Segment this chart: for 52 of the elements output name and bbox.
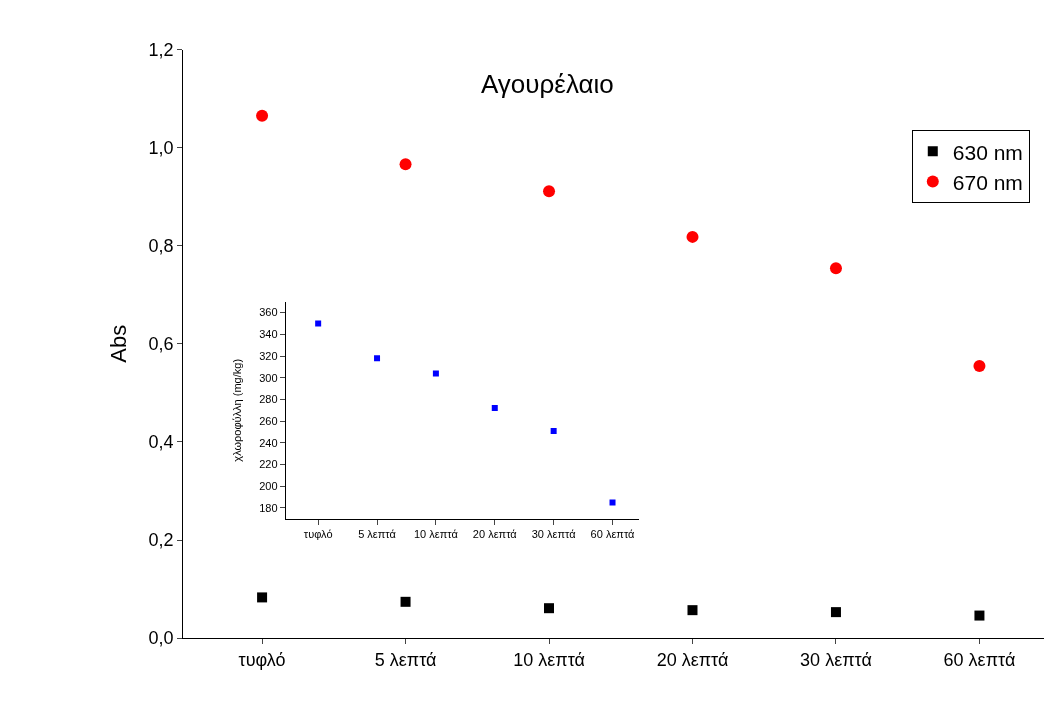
point xyxy=(257,592,268,603)
x-tick-label: 60 λεπτά xyxy=(943,649,1016,670)
y-tick-label: 220 xyxy=(259,458,278,471)
point xyxy=(830,607,841,618)
y-tick-label: 300 xyxy=(259,371,278,384)
x-tick-label: 30 λεπτά xyxy=(531,527,577,540)
x-tick-label: 5 λεπτά xyxy=(374,649,437,670)
point xyxy=(543,185,556,198)
x-tick-label: 10 λεπτά xyxy=(513,649,585,670)
y-tick-label: 340 xyxy=(259,328,278,341)
y-tick-label: 0,8 xyxy=(148,236,174,257)
y-tick-label: 1,0 xyxy=(148,137,174,158)
y-axis-title: χλωροφύλλη (mg/kg) xyxy=(230,358,243,462)
y-tick-label: 320 xyxy=(259,349,278,362)
y-tick-label: 200 xyxy=(259,480,278,493)
y-tick-label: 360 xyxy=(259,306,278,319)
x-tick-label: 60 λεπτά xyxy=(590,527,636,540)
legend-label: 630 nm xyxy=(952,140,1023,164)
y-tick-label: 0,4 xyxy=(148,432,174,453)
text: Αγουρέλαιο xyxy=(481,69,614,99)
point xyxy=(550,427,557,434)
point xyxy=(315,320,322,327)
y-tick-label: 1,2 xyxy=(148,39,174,60)
y-tick-label: 0,6 xyxy=(148,334,174,355)
x-tick-label: 10 λεπτά xyxy=(413,527,459,540)
x-tick-label: τυφλό xyxy=(238,649,286,670)
point xyxy=(400,596,411,607)
point xyxy=(609,499,616,506)
y-axis-title: Abs xyxy=(106,324,132,363)
point xyxy=(544,603,555,614)
point xyxy=(432,370,439,377)
x-tick-label: 5 λεπτά xyxy=(358,527,397,540)
point xyxy=(686,230,699,243)
y-tick-label: 260 xyxy=(259,414,278,427)
x-tick-label: 20 λεπτά xyxy=(472,527,518,540)
point xyxy=(687,605,698,616)
y-tick-label: 180 xyxy=(259,501,278,514)
y-tick-label: 0,0 xyxy=(148,628,174,649)
y-tick-label: 280 xyxy=(259,393,278,406)
x-tick-label: 20 λεπτά xyxy=(656,649,729,670)
point xyxy=(973,359,986,372)
point xyxy=(491,405,498,412)
point xyxy=(974,610,985,621)
point xyxy=(399,158,412,171)
x-tick-label: 30 λεπτά xyxy=(800,649,872,670)
y-tick-label: 0,2 xyxy=(148,530,174,551)
y-tick-label: 240 xyxy=(259,436,278,449)
point xyxy=(829,262,842,275)
legend-label: 670 nm xyxy=(952,170,1023,194)
x-tick-label: τυφλό xyxy=(303,527,333,540)
point xyxy=(256,109,269,122)
point xyxy=(374,355,381,362)
